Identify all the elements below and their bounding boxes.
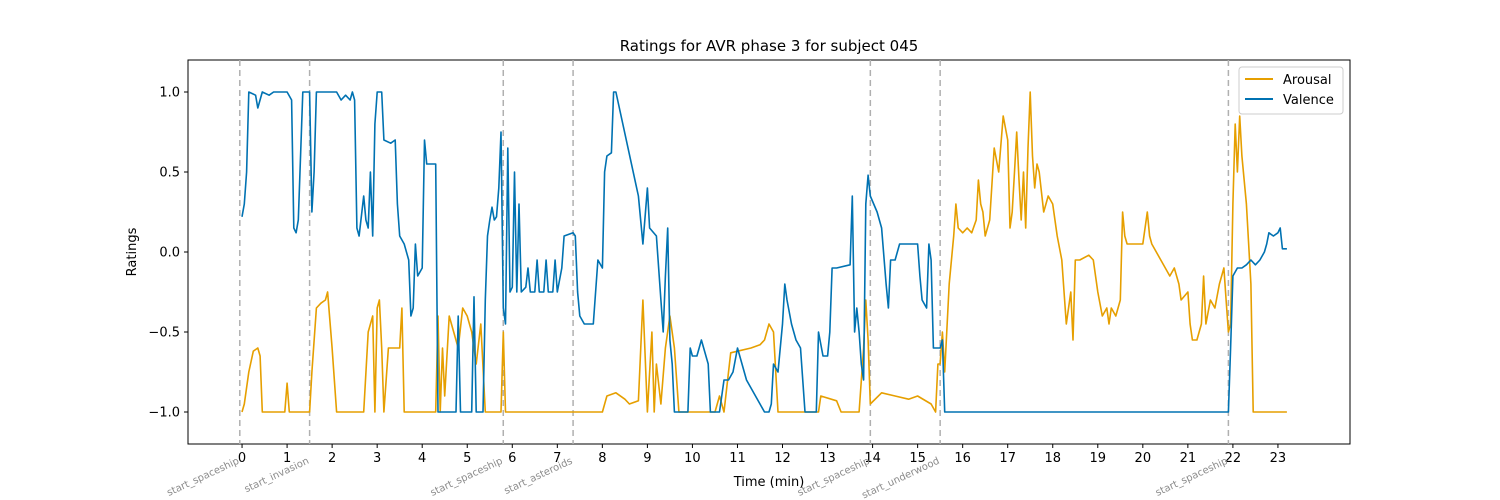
series-line-arousal (241, 91, 1287, 413)
x-tick-label: 0 (238, 451, 246, 466)
x-tick-label: 22 (1225, 451, 1242, 466)
x-tick-label: 1 (283, 451, 291, 466)
plot-frame (187, 59, 1351, 445)
y-axis-label: Ratings (125, 227, 140, 276)
x-tick-label: 7 (553, 451, 561, 466)
x-tick-label: 14 (864, 451, 881, 466)
x-tick-label: 8 (598, 451, 606, 466)
legend-label-arousal: Arousal (1283, 73, 1332, 88)
x-tick-label: 10 (684, 451, 701, 466)
x-tick-label: 17 (999, 451, 1016, 466)
x-tick-label: 6 (508, 451, 516, 466)
x-tick-label: 23 (1270, 451, 1287, 466)
event-markers (239, 60, 1230, 444)
series-line-valence (241, 91, 1287, 413)
x-tick-label: 21 (1180, 451, 1197, 466)
x-tick-label: 13 (819, 451, 836, 466)
x-axis-ticks: 0 1 2 3 4 5 6 7 8 9 10 11 12 13 14 15 16 17 18 19 20 21 22 23 (238, 444, 1286, 466)
x-tick-label: 5 (463, 451, 471, 466)
x-tick-label: 11 (729, 451, 746, 466)
x-tick-label: 18 (1044, 451, 1061, 466)
x-axis-label: Time (min) (733, 475, 805, 490)
x-tick-label: 2 (328, 451, 336, 466)
legend: Arousal Valence (1238, 66, 1344, 115)
y-tick-label: −0.5 (148, 326, 180, 341)
x-tick-label: 4 (418, 451, 426, 466)
x-tick-label: 20 (1135, 451, 1152, 466)
x-tick-label: 3 (373, 451, 381, 466)
event-label: start_invasion (243, 456, 311, 496)
chart-title: Ratings for AVR phase 3 for subject 045 (620, 37, 919, 55)
y-axis-ticks: −1.0 −0.5 0.0 0.5 1.0 (148, 86, 188, 421)
x-tick-label: 16 (954, 451, 971, 466)
y-tick-label: 0.0 (159, 246, 180, 261)
y-tick-label: 0.5 (159, 166, 180, 181)
event-label: start_spaceship (165, 456, 241, 499)
x-tick-label: 15 (909, 451, 926, 466)
x-tick-label: 12 (774, 451, 791, 466)
y-tick-label: 1.0 (159, 86, 180, 101)
legend-label-valence: Valence (1283, 93, 1334, 108)
x-tick-label: 19 (1090, 451, 1107, 466)
series-lines (241, 91, 1287, 413)
y-tick-label: −1.0 (148, 406, 180, 421)
x-tick-label: 9 (643, 451, 651, 466)
